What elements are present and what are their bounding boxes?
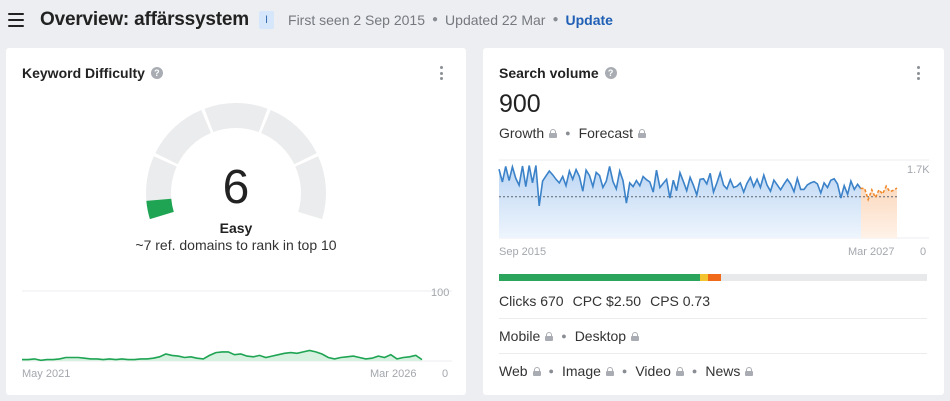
first-seen-text: First seen 2 Sep 2015 (288, 12, 425, 28)
forecast-area (861, 186, 897, 238)
intent-badge[interactable]: I (258, 11, 275, 29)
search-volume-chart (498, 159, 929, 239)
x-axis-end-label: Mar 2026 (370, 368, 417, 380)
help-icon[interactable]: ? (604, 67, 617, 79)
lock-icon (745, 367, 754, 376)
kd-value: 6 (222, 161, 250, 214)
divider (499, 318, 927, 319)
kd-history-chart (22, 290, 452, 362)
cps-stat: CPS 0.73 (650, 293, 711, 309)
lock-icon (532, 367, 541, 376)
search-type-image[interactable]: Image (562, 363, 614, 379)
lock-icon (605, 367, 614, 376)
tab-label: Growth (499, 125, 545, 141)
search-type-label: Web (499, 363, 528, 379)
separator-dot: ● (548, 366, 554, 376)
separator-dot: ● (561, 331, 567, 341)
click-stats-row: Clicks 670 CPC $2.50 CPS 0.73 (499, 293, 719, 309)
search-type-row: Web ● Image ● Video ● News (499, 363, 754, 379)
search-volume-value: 900 (499, 90, 541, 118)
help-icon[interactable]: ? (150, 67, 163, 79)
y-axis-min-label: 0 (442, 368, 449, 380)
click-distribution-bar (499, 274, 927, 281)
card-title: Search volume ? (499, 65, 617, 81)
clicks-stat: Clicks 670 (499, 293, 564, 309)
gauge-segment (295, 156, 326, 220)
lock-icon (545, 332, 554, 341)
divider (499, 353, 927, 354)
chart-tabs: Growth ● Forecast (499, 125, 647, 141)
device-mobile[interactable]: Mobile (499, 328, 554, 344)
separator-dot: ● (552, 13, 559, 25)
bar-segment-other (707, 274, 721, 281)
device-label: Desktop (574, 328, 627, 344)
cpc-stat: CPC $2.50 (572, 293, 642, 309)
tab-growth[interactable]: Growth (499, 125, 558, 141)
kd-line (22, 349, 423, 362)
sv-title: Search volume (499, 65, 599, 81)
device-label: Mobile (499, 328, 541, 344)
gauge-segment (155, 109, 211, 165)
keyword-difficulty-card: Keyword Difficulty ? 6 Easy ~7 ref. doma… (6, 48, 466, 395)
lock-icon (675, 367, 684, 376)
more-options-icon[interactable] (917, 66, 921, 80)
bar-segment-paid (700, 274, 708, 281)
more-options-icon[interactable] (440, 66, 444, 80)
kd-area (22, 350, 422, 361)
difficulty-gauge (145, 103, 326, 220)
volume-area (499, 165, 861, 238)
separator-dot: ● (432, 13, 439, 25)
top-bar: Overview: affärssystem I First seen 2 Se… (0, 0, 950, 40)
page-title: Overview: affärssystem (40, 9, 249, 30)
search-type-label: Video (635, 363, 671, 379)
x-axis-start-label: Sep 2015 (499, 246, 547, 258)
gauge-segment (204, 103, 268, 133)
y-axis-max-label: 1.7K (907, 164, 930, 176)
update-link[interactable]: Update (565, 12, 613, 28)
menu-icon[interactable] (8, 13, 24, 27)
kd-title: Keyword Difficulty (22, 65, 145, 81)
volume-line (498, 163, 862, 207)
search-type-label: Image (561, 363, 601, 379)
search-volume-card: Search volume ? 900 Growth ● Forecast Se… (483, 48, 944, 395)
search-type-label: News (705, 363, 741, 379)
lock-icon (631, 332, 640, 341)
lock-icon (638, 129, 647, 138)
x-axis-start-label: May 2021 (22, 368, 71, 380)
separator-dot: ● (621, 366, 628, 376)
kd-label: Easy (219, 220, 253, 236)
gauge-fill (146, 198, 174, 220)
gauge-segment (261, 109, 317, 165)
y-axis-min-label: 0 (920, 246, 927, 258)
card-title: Keyword Difficulty ? (22, 65, 163, 81)
device-row: Mobile ● Desktop (499, 328, 640, 344)
separator-dot: ● (565, 128, 571, 138)
search-type-video[interactable]: Video (635, 363, 684, 379)
search-type-web[interactable]: Web (499, 363, 541, 379)
lock-icon (549, 129, 558, 138)
bar-segment-organic (499, 274, 701, 281)
kd-subtitle: ~7 ref. domains to rank in top 10 (135, 237, 337, 253)
search-type-news[interactable]: News (705, 363, 754, 379)
y-axis-max-label: 100 (431, 287, 450, 299)
x-axis-end-label: Mar 2027 (848, 246, 895, 258)
tab-label: Forecast (578, 125, 634, 141)
separator-dot: ● (691, 366, 698, 376)
updated-text: Updated 22 Mar (445, 12, 546, 28)
device-desktop[interactable]: Desktop (574, 328, 640, 344)
tab-forecast[interactable]: Forecast (578, 125, 647, 141)
